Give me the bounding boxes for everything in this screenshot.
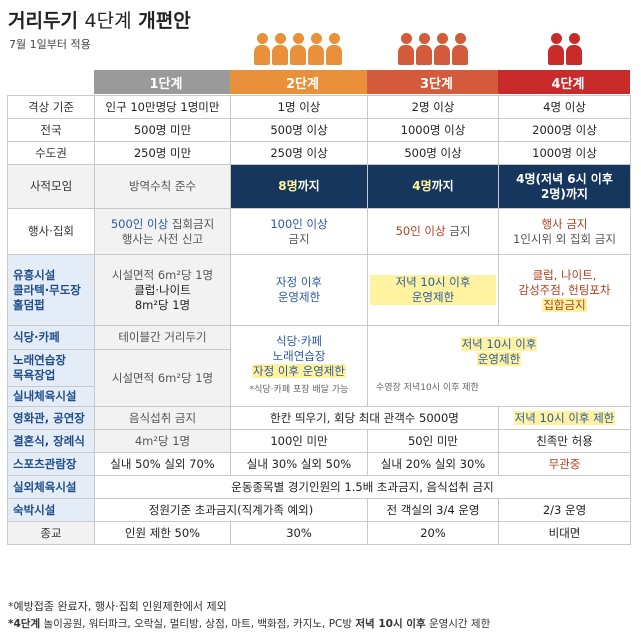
- row-label: 스포츠관람장: [7, 452, 95, 476]
- cell: 친족만 허용: [498, 429, 631, 453]
- table-row: 실내체육시설: [7, 386, 631, 407]
- row-label: 실내체육시설: [7, 386, 95, 407]
- cell: 식당·카페 노래연습장 자정 이후 운영제한 *식당·카페 포장 배달 가능: [230, 325, 368, 407]
- table-row: 행사·집회 500인 이상 집회금지 행사는 사전 신고 100인 이상 금지 50…: [7, 208, 631, 255]
- cell: 정원기준 초과금지(직계가족 예외): [94, 498, 368, 522]
- stage-4-header: 4단계: [498, 70, 630, 94]
- page-subtitle: 7월 1일부터 적용: [9, 38, 91, 51]
- row-label: 노래연습장 목욕장업: [7, 349, 95, 387]
- row-label: 유흥시설 콜라텍·무도장 홀덤펍: [7, 254, 95, 326]
- table-row: 실외체육시설 운동종목별 경기인원의 1.5배 초과금지, 음식섭취 금지: [7, 475, 631, 499]
- row-label: 실외체육시설: [7, 475, 95, 499]
- cell: 4명 이상: [498, 95, 631, 119]
- cell: 실내 50% 실외 70%: [94, 452, 231, 476]
- stage-1-header: 1단계: [94, 70, 230, 94]
- cell: 테이블간 거리두기: [94, 325, 231, 350]
- cell: 20%: [367, 521, 499, 545]
- cell: 클럽, 나이트, 감성주점, 헌팅포차 집합금지: [498, 254, 631, 326]
- cell: 행사 금지 1인시위 외 집회 금지: [498, 208, 631, 255]
- table-row: 식당·카페 테이블간 거리두기 식당·카페 노래연습장 자정 이후 운영제한 *식당·…: [7, 325, 631, 407]
- cell: 500명 이상: [230, 118, 368, 142]
- table-row: 숙박시설 정원기준 초과금지(직계가족 예외) 전 객실의 3/4 운영 2/3…: [7, 498, 631, 522]
- stage2-people-icon: [238, 10, 358, 65]
- cell: 운동종목별 경기인원의 1.5배 초과금지, 음식섭취 금지: [94, 475, 631, 499]
- cell: 방역수칙 준수: [94, 164, 231, 209]
- cell: 4명까지: [367, 164, 499, 209]
- row-label: 격상 기준: [7, 95, 95, 119]
- cell: 실내 20% 실외 30%: [367, 452, 499, 476]
- cell: 자정 이후 운영제한: [230, 254, 368, 326]
- cell: 인원 제한 50%: [94, 521, 231, 545]
- cell: 저녁 10시 이후 운영제한 수영장 저녁10시 이후 제한: [367, 325, 631, 407]
- cell: 1명 이상: [230, 95, 368, 119]
- cell: 250명 이상: [230, 141, 368, 165]
- table-row: 종교 인원 제한 50% 30% 20% 비대면: [7, 521, 631, 545]
- cell: 비대면: [498, 521, 631, 545]
- stage3-people-icon: [378, 10, 488, 65]
- cell: 100인 미만: [230, 429, 368, 453]
- cell: 30%: [230, 521, 368, 545]
- row-label: 결혼식, 장례식: [7, 429, 95, 453]
- cell: 2000명 이상: [498, 118, 631, 142]
- cell: 250명 미만: [94, 141, 231, 165]
- table-row: 스포츠관람장 실내 50% 실외 70% 실내 30% 실외 50% 실내 20…: [7, 452, 631, 476]
- cell: 시설면적 6m²당 1명: [94, 349, 231, 407]
- cell: 인구 10만명당 1명미만: [94, 95, 231, 119]
- cell: 4m²당 1명: [94, 429, 231, 453]
- table-row: 노래연습장 목욕장업 시설면적 6m²당 1명: [7, 349, 631, 407]
- cell: 8명까지: [230, 164, 368, 209]
- cell: 음식섭취 금지: [94, 406, 231, 430]
- cell: 50인 미만: [367, 429, 499, 453]
- table-row: 결혼식, 장례식 4m²당 1명 100인 미만 50인 미만 친족만 허용: [7, 429, 631, 453]
- stage-3-header: 3단계: [367, 70, 498, 94]
- cell: 한칸 띄우기, 회당 최대 관객수 5000명: [230, 406, 499, 430]
- row-label: 수도권: [7, 141, 95, 165]
- cell: 2명 이상: [367, 95, 499, 119]
- table-row: 수도권 250명 미만 250명 이상 500명 이상 1000명 이상: [7, 141, 631, 165]
- row-label: 숙박시설: [7, 498, 95, 522]
- guideline-table: 격상 기준 인구 10만명당 1명미만 1명 이상 2명 이상 4명 이상 전국…: [7, 95, 631, 545]
- page-title: 거리두기 4단계 개편안: [8, 10, 191, 32]
- cell: 1000명 이상: [498, 141, 631, 165]
- stage4-people-icon: [520, 10, 610, 65]
- row-label: 식당·카페: [7, 325, 95, 350]
- cell: 500명 미만: [94, 118, 231, 142]
- row-label: 사적모임: [7, 164, 95, 209]
- row-label: 영화관, 공연장: [7, 406, 95, 430]
- table-row: 사적모임 방역수칙 준수 8명까지 4명까지 4명(저녁 6시 이후 2명)까지: [7, 164, 631, 209]
- cell: 실내 30% 실외 50%: [230, 452, 368, 476]
- cell: 전 객실의 3/4 운영: [367, 498, 499, 522]
- cell: 무관중: [498, 452, 631, 476]
- cell: 100인 이상 금지: [230, 208, 368, 255]
- cell: 500명 이상: [367, 141, 499, 165]
- cell: 저녁 10시 이후 제한: [498, 406, 631, 430]
- cell: 1000명 이상: [367, 118, 499, 142]
- row-label: 전국: [7, 118, 95, 142]
- cell: 저녁 10시 이후 운영제한: [367, 254, 499, 326]
- row-label: 행사·집회: [7, 208, 95, 255]
- table-row: 전국 500명 미만 500명 이상 1000명 이상 2000명 이상: [7, 118, 631, 142]
- table-row: 격상 기준 인구 10만명당 1명미만 1명 이상 2명 이상 4명 이상: [7, 95, 631, 119]
- cell: 4명(저녁 6시 이후 2명)까지: [498, 164, 631, 209]
- cell: 50인 이상 금지: [367, 208, 499, 255]
- row-label: 종교: [7, 521, 95, 545]
- footnote-vaccinated: *예방접종 완료자, 행사·집회 인원제한에서 제외: [8, 600, 227, 613]
- cell: 500인 이상 집회금지 행사는 사전 신고: [94, 208, 231, 255]
- footnote-stage4-hours: *4단계 놀이공원, 워터파크, 오락실, 멀티방, 상점, 마트, 백화점, …: [8, 618, 491, 630]
- cell: 시설면적 6m²당 1명 클럽·나이트 8m²당 1명: [94, 254, 231, 326]
- cell: 2/3 운영: [498, 498, 631, 522]
- stage-2-header: 2단계: [230, 70, 367, 94]
- table-row: 영화관, 공연장 음식섭취 금지 한칸 띄우기, 회당 최대 관객수 5000명…: [7, 406, 631, 430]
- table-row: 유흥시설 콜라텍·무도장 홀덤펍 시설면적 6m²당 1명 클럽·나이트 8m²당 1명…: [7, 254, 631, 326]
